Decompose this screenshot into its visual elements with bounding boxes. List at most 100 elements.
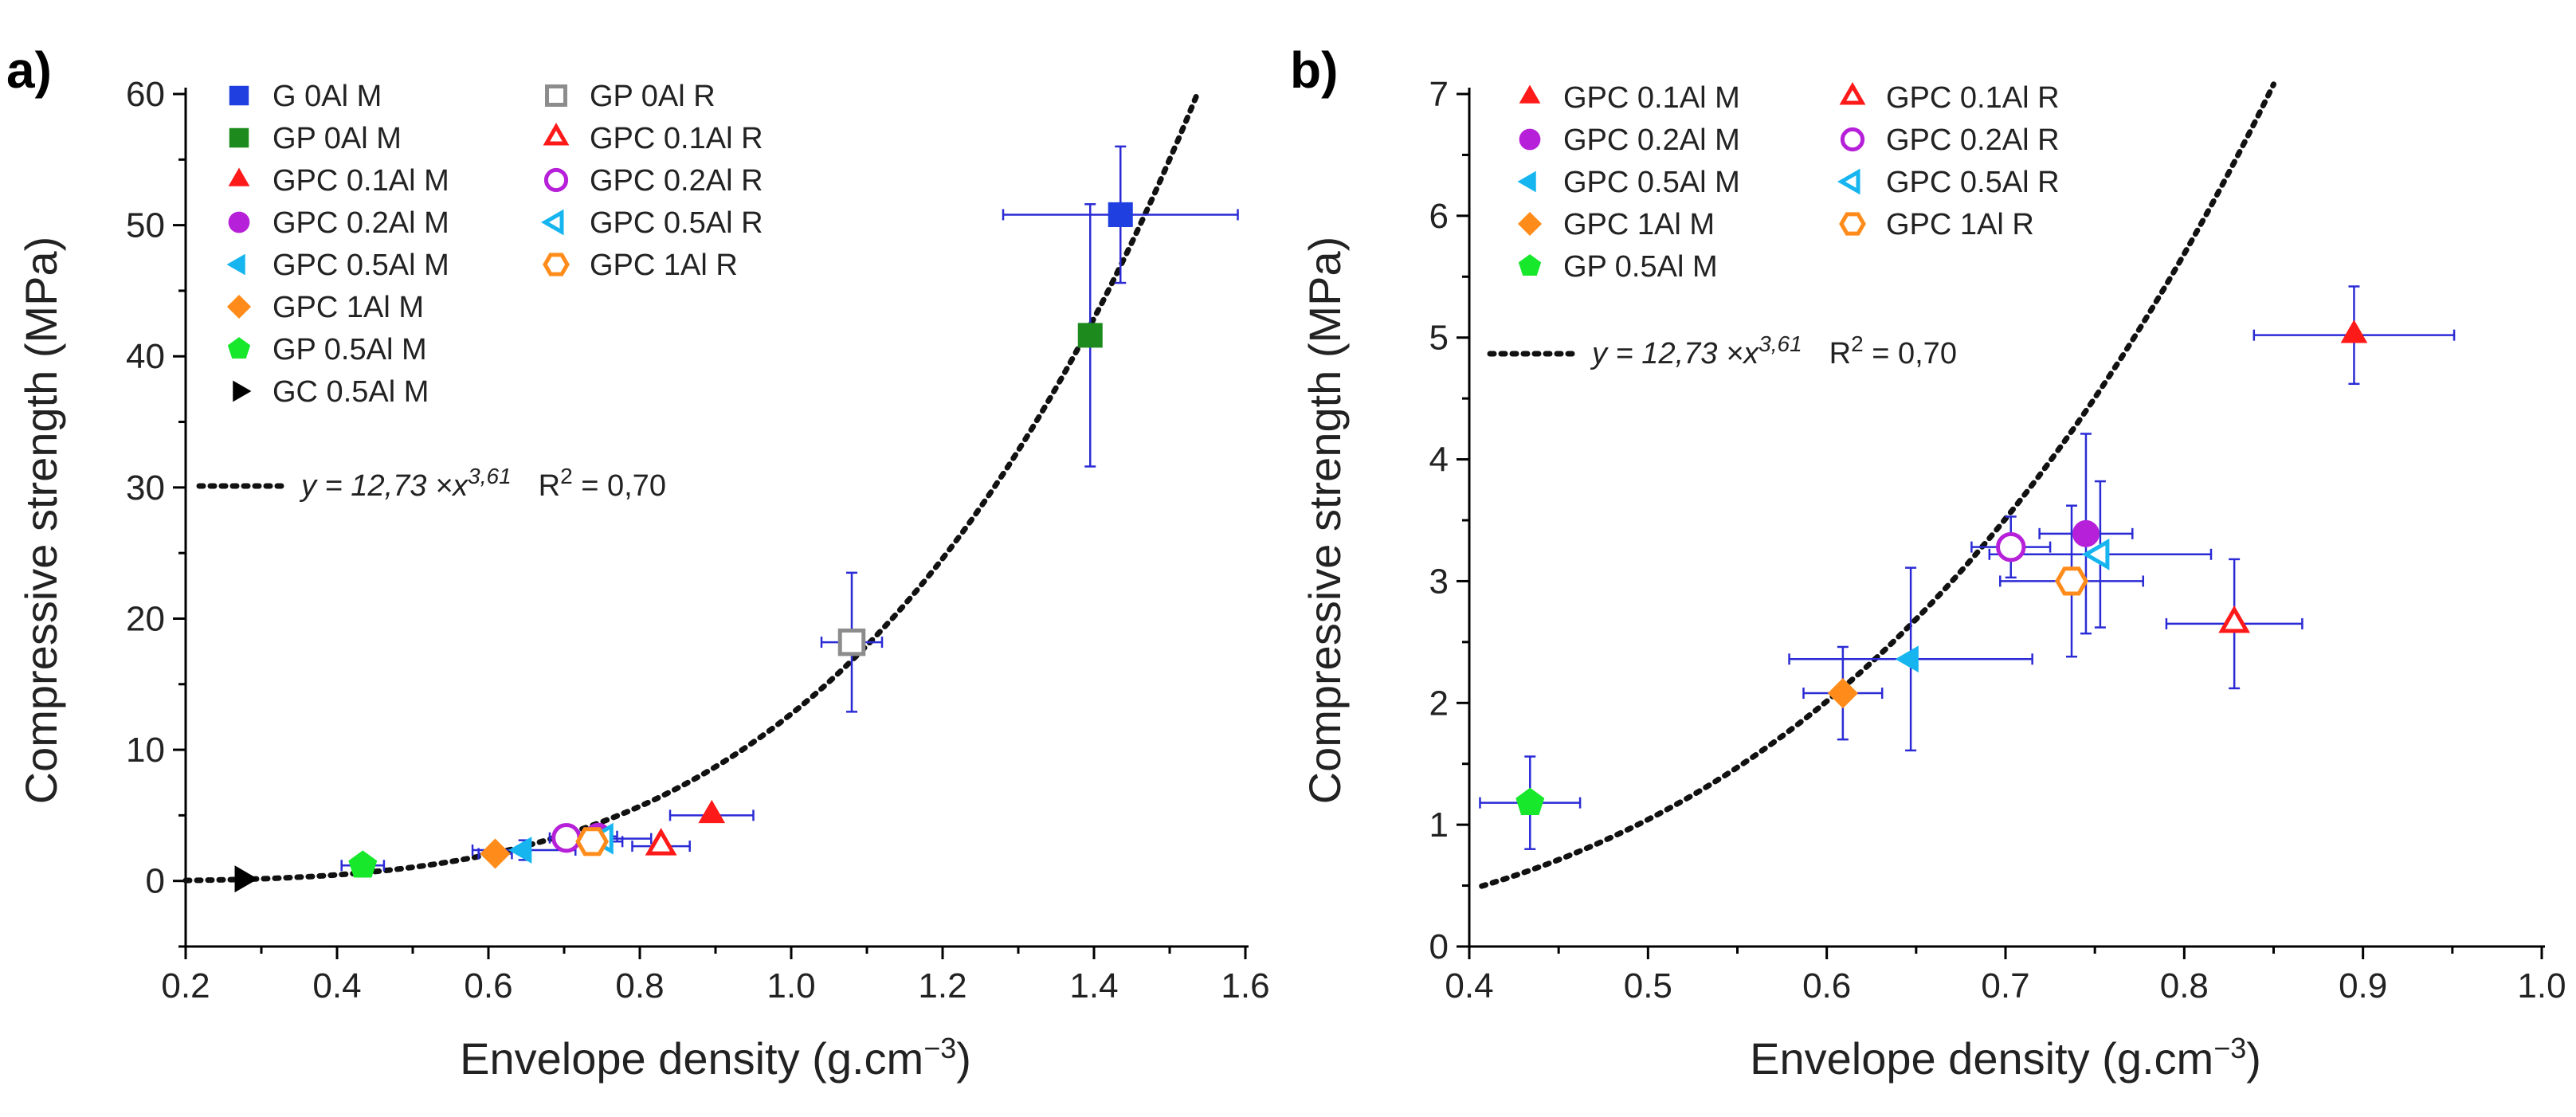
y-tick-label: 3	[1429, 562, 1449, 601]
panel-label: b)	[1290, 41, 1338, 99]
legend-label-gpc-0-1al-m: GPC 0.1Al M	[272, 164, 449, 198]
legend-label-gpc-1al-m: GPC 1Al M	[1563, 208, 1715, 241]
data-point-g-0al-m	[1108, 202, 1133, 227]
data-point-gpc-1al-m	[480, 838, 511, 869]
legend-label-gpc-0-1al-m: GPC 0.1Al M	[1563, 81, 1740, 115]
chart-panel-b: b) 0.4 0.5 0.6 0.7 0.8 0.9 1.0 0 1 2 3 4 5 6 7 Envelope …	[1290, 41, 2566, 1084]
y-tick-label: 50	[126, 206, 165, 245]
data-point-gpc-1al-m	[1827, 678, 1858, 709]
legend-marker-gpc-0-1al-m	[228, 167, 250, 186]
legend-label-g-0al-m: G 0Al M	[272, 80, 382, 113]
x-tick-label: 1.6	[1221, 966, 1269, 1005]
legend-marker-gpc-0-5al-r	[1837, 168, 1860, 195]
legend-label-gpc-0-2al-r: GPC 0.2Al R	[1886, 123, 2060, 157]
y-tick-label: 20	[126, 599, 165, 638]
x-axis-title-sup: −3	[2213, 1032, 2246, 1064]
y-tick-label: 0	[146, 862, 165, 901]
y-tick-label: 1	[1429, 805, 1449, 845]
legend-marker-gpc-1al-r	[1839, 212, 1866, 236]
x-tick-label: 1.0	[767, 966, 815, 1005]
x-tick-label: 0.4	[312, 966, 361, 1005]
fit-curve	[1479, 81, 2276, 889]
legend-marker-gp-0-5al-m	[227, 337, 251, 359]
fit-r2-label: R	[539, 469, 560, 503]
legend-label-gpc-1al-r: GPC 1Al R	[590, 249, 738, 282]
y-tick-label: 4	[1429, 441, 1449, 480]
legend-label-gp-0-5al-m: GP 0.5Al M	[1563, 250, 1718, 284]
legend-label-gpc-0-2al-r: GPC 0.2Al R	[590, 164, 763, 198]
data-point-gpc-0-1al-m	[2340, 319, 2368, 343]
legend-label-gp-0al-m: GP 0Al M	[272, 122, 402, 155]
legend-label-gpc-1al-r: GPC 1Al R	[1886, 208, 2034, 241]
x-axis-title-tail: )	[2246, 1033, 2261, 1084]
data-point-gp-0-5al-m	[348, 850, 378, 878]
x-tick-label: 1.4	[1069, 966, 1118, 1005]
legend-marker-gpc-0-5al-r	[540, 209, 564, 236]
legend-label-gpc-0-1al-r: GPC 0.1Al R	[1886, 81, 2060, 115]
x-tick-label: 0.2	[161, 966, 210, 1005]
x-tick-label: 0.8	[615, 966, 664, 1005]
legend-label-gp-0-5al-m: GP 0.5Al M	[272, 333, 427, 366]
legend-label-gpc-0-2al-m: GPC 0.2Al M	[272, 206, 449, 240]
legend-label-gpc-0-1al-r: GPC 0.1Al R	[590, 122, 763, 155]
data-point-gpc-0-5al-m	[1895, 645, 1919, 673]
legend-label-gpc-0-5al-r: GPC 0.5Al R	[1886, 166, 2060, 199]
data-point-gpc-0-2al-r	[1996, 531, 2026, 562]
data-point-gpc-0-1al-m	[698, 799, 726, 824]
y-tick-label: 0	[1429, 927, 1449, 966]
legend-marker-gpc-0-2al-r	[543, 167, 569, 193]
legend-label-gpc-0-5al-m: GPC 0.5Al M	[272, 249, 449, 282]
data-point-gp-0-5al-m	[1515, 787, 1545, 815]
data-point-gp-0al-m	[1077, 323, 1103, 348]
x-tick-label: 0.9	[2339, 966, 2387, 1005]
legend-marker-gpc-0-2al-r	[1840, 127, 1865, 152]
legend-marker-gpc-0-5al-m	[226, 253, 245, 276]
legend-marker-gpc-0-2al-m	[228, 211, 250, 233]
x-tick-label: 0.8	[2160, 966, 2209, 1005]
legend-label-gp-0al-r: GP 0Al R	[590, 80, 716, 113]
fit-r2-value: = 0,70	[573, 469, 666, 503]
legend-marker-gp-0al-m	[229, 127, 249, 148]
fit-r2-value: = 0,70	[1864, 337, 1957, 370]
legend-marker-g-0al-m	[229, 85, 249, 106]
data-point-gpc-1al-r	[2055, 566, 2088, 596]
legend: GPC 0.1Al M GPC 0.2Al M GPC 0.5Al M GPC 1Al…	[1517, 81, 2060, 284]
fit-exponent: 3,61	[468, 464, 512, 488]
x-axis-title-main: Envelope density (g.cm	[460, 1033, 923, 1084]
legend-marker-gpc-0-5al-m	[1517, 170, 1536, 193]
legend-marker-gp-0-5al-m	[1518, 254, 1542, 276]
y-axis-title: Compressive strength (MPa)	[1300, 237, 1350, 805]
y-tick-label: 6	[1429, 197, 1449, 236]
legend-marker-gc-0-5al-m	[233, 380, 252, 402]
legend-label-gpc-1al-m: GPC 1Al M	[272, 291, 424, 324]
fit-r2-label: R	[1829, 337, 1851, 370]
data-point-gpc-0-2al-m	[2072, 519, 2100, 547]
fit-equation-label: y = 12,73 ×x3,61 R2 = 0,70	[299, 464, 666, 504]
data-point-gpc-0-5al-m	[508, 837, 532, 864]
x-tick-label: 0.5	[1624, 966, 1672, 1005]
x-tick-label: 0.4	[1445, 966, 1493, 1005]
chart-panel-a: a) 0.2 0.4 0.6 0.8 1.0 1.2 1.4 1.6 0 10 20 30 40 50 60 E…	[6, 41, 1270, 1084]
data-point-gc-0-5al-m	[234, 865, 258, 893]
y-tick-label: 10	[126, 731, 165, 770]
legend-marker-gpc-1al-m	[1517, 211, 1543, 237]
fit-exponent: 3,61	[1759, 331, 1802, 356]
fit-equation: y = 12,73 ×x	[299, 469, 469, 503]
fit-r2-sup: 2	[560, 464, 573, 488]
data-point-gpc-0-1al-r	[2218, 605, 2251, 633]
legend: G 0Al M GP 0Al M GPC 0.1Al M GPC 0.2Al M GPC…	[226, 80, 763, 409]
y-axis-title: Compressive strength (MPa)	[16, 237, 66, 805]
legend-marker-gpc-0-1al-m	[1519, 84, 1541, 104]
x-tick-label: 0.7	[1981, 966, 2029, 1005]
y-tick-label: 30	[126, 468, 165, 508]
legend-marker-gpc-0-2al-m	[1519, 128, 1541, 151]
y-tick-label: 40	[126, 337, 165, 376]
x-axis-title: Envelope density (g.cm−3)	[1750, 1032, 2261, 1084]
legend-marker-gpc-1al-r	[543, 253, 570, 276]
y-tick-label: 7	[1429, 75, 1449, 114]
data-point-gpc-0-2al-r	[551, 822, 582, 853]
y-tick-label: 2	[1429, 684, 1449, 723]
x-tick-label: 0.6	[464, 966, 512, 1005]
fit-equation: y = 12,73 ×x	[1590, 337, 1760, 370]
